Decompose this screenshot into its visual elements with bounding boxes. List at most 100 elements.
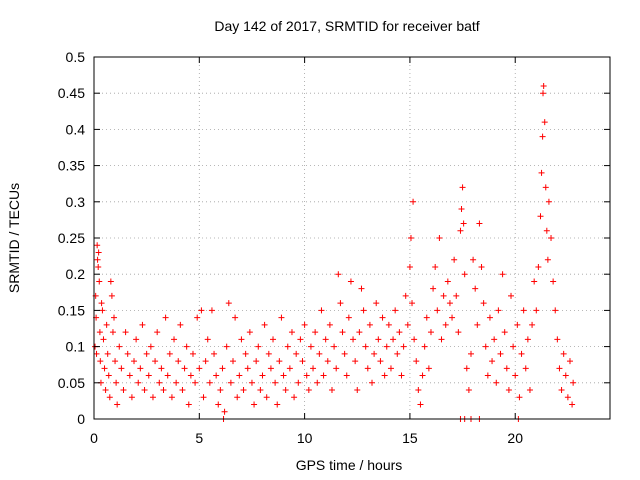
- data-point: [122, 329, 129, 336]
- data-point: [554, 336, 561, 343]
- data-point: [284, 343, 291, 350]
- data-point: [94, 242, 101, 249]
- x-tick-label: 10: [297, 430, 313, 446]
- data-point: [427, 329, 434, 336]
- data-point: [143, 350, 150, 357]
- data-point: [375, 336, 382, 343]
- data-point: [299, 358, 306, 365]
- data-point: [406, 263, 413, 270]
- data-point: [352, 358, 359, 365]
- grid: [94, 57, 610, 419]
- data-point: [108, 292, 115, 299]
- data-point: [556, 365, 563, 372]
- data-point: [160, 387, 167, 394]
- data-point: [255, 343, 262, 350]
- data-point: [478, 263, 485, 270]
- data-point: [538, 169, 545, 176]
- data-point: [463, 365, 470, 372]
- data-point: [337, 300, 344, 307]
- data-point: [295, 379, 302, 386]
- data-point: [261, 321, 268, 328]
- data-point: [213, 372, 220, 379]
- data-point: [96, 329, 103, 336]
- data-point: [385, 321, 392, 328]
- data-point: [328, 387, 335, 394]
- data-point: [550, 278, 557, 285]
- data-point: [560, 350, 567, 357]
- data-point: [164, 372, 171, 379]
- data-point: [240, 387, 247, 394]
- data-point: [137, 365, 144, 372]
- data-point: [246, 329, 253, 336]
- data-point: [499, 271, 506, 278]
- data-point: [421, 343, 428, 350]
- data-point: [173, 379, 180, 386]
- data-point: [526, 387, 533, 394]
- data-point: [520, 307, 527, 314]
- data-point: [107, 278, 114, 285]
- data-point: [154, 329, 161, 336]
- data-point: [168, 394, 175, 401]
- data-point: [114, 401, 121, 408]
- data-point: [158, 365, 165, 372]
- data-point: [103, 321, 110, 328]
- data-point: [409, 300, 416, 307]
- data-point: [131, 358, 138, 365]
- data-point: [369, 379, 376, 386]
- data-point: [379, 314, 386, 321]
- data-point: [324, 358, 331, 365]
- data-point: [398, 372, 405, 379]
- data-point: [101, 365, 108, 372]
- data-point: [198, 307, 205, 314]
- data-point: [339, 329, 346, 336]
- data-point: [476, 220, 483, 227]
- x-tick-labels: 0 5 10 15 20: [90, 430, 523, 446]
- data-point: [116, 343, 123, 350]
- x-tick-label: 0: [90, 430, 98, 446]
- data-point: [458, 206, 465, 213]
- data-point: [459, 184, 466, 191]
- data-point: [442, 321, 449, 328]
- data-point: [419, 372, 426, 379]
- data-point: [518, 350, 525, 357]
- x-tick-label: 15: [402, 430, 418, 446]
- data-point: [259, 372, 266, 379]
- data-point: [215, 401, 222, 408]
- data-point: [335, 271, 342, 278]
- y-tick-labels: 0 0.05 0.1 0.15 0.2 0.25 0.3 0.35 0.4 0.45 0.5: [58, 49, 85, 427]
- data-point: [486, 314, 493, 321]
- data-point: [257, 387, 264, 394]
- data-point: [105, 372, 112, 379]
- data-point: [410, 198, 417, 205]
- chart-title: Day 142 of 2017, SRMTID for receiver bat…: [214, 18, 479, 34]
- data-point: [94, 256, 101, 263]
- data-point: [291, 394, 298, 401]
- data-point: [98, 300, 105, 307]
- data-point: [423, 314, 430, 321]
- data-point: [425, 365, 432, 372]
- data-point: [185, 401, 192, 408]
- data-point: [112, 358, 119, 365]
- data-point: [390, 336, 397, 343]
- data-point: [320, 372, 327, 379]
- data-point: [366, 321, 373, 328]
- data-point: [141, 387, 148, 394]
- data-point: [364, 365, 371, 372]
- data-point: [225, 300, 232, 307]
- data-point: [181, 365, 188, 372]
- data-point: [480, 300, 487, 307]
- data-point: [95, 249, 102, 256]
- data-point: [543, 227, 550, 234]
- data-point: [208, 307, 215, 314]
- data-point: [455, 329, 462, 336]
- data-point: [124, 350, 131, 357]
- data-point: [514, 321, 521, 328]
- data-point: [265, 350, 272, 357]
- data-point: [322, 336, 329, 343]
- data-point: [179, 387, 186, 394]
- data-point: [162, 314, 169, 321]
- data-point: [297, 336, 304, 343]
- data-point: [354, 387, 361, 394]
- data-point: [404, 321, 411, 328]
- data-point: [542, 184, 549, 191]
